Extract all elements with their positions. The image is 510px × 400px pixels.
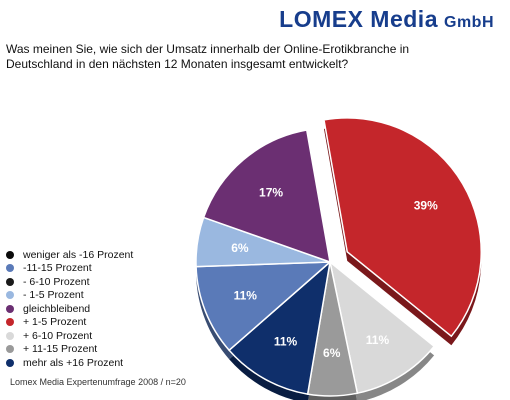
legend-swatch <box>6 345 14 354</box>
pie-slice-label: 6% <box>231 241 249 255</box>
source-note: Lomex Media Expertenumfrage 2008 / n=20 <box>10 377 186 387</box>
legend-swatch <box>6 331 14 340</box>
pie-slice <box>323 117 482 338</box>
brand-name: LOMEX Media <box>279 6 438 32</box>
legend-label: mehr als +16 Prozent <box>23 356 124 369</box>
legend-label: + 11-15 Prozent <box>23 343 98 356</box>
legend-item: gleichbleibend <box>6 302 133 316</box>
legend-swatch <box>6 291 14 300</box>
legend-item: mehr als +16 Prozent <box>6 356 133 370</box>
pie-slice-label: 11% <box>274 335 298 349</box>
legend-item: + 11-15 Prozent <box>6 343 133 357</box>
pie-slice-label: 6% <box>323 346 341 360</box>
legend-swatch <box>6 264 14 273</box>
legend-label: -11-15 Prozent <box>23 262 92 275</box>
legend-label: weniger als -16 Prozent <box>23 248 134 261</box>
legend-swatch <box>6 304 14 313</box>
legend-item: - 6-10 Prozent <box>6 275 133 289</box>
pie-slice <box>195 261 333 352</box>
legend-item: - 1-5 Prozent <box>6 289 133 303</box>
legend-item: weniger als -16 Prozent <box>6 248 133 262</box>
pie-slice-label: 11% <box>234 289 258 303</box>
legend-swatch <box>6 318 14 327</box>
legend-label: - 6-10 Prozent <box>23 275 90 288</box>
legend-label: + 6-10 Prozent <box>23 329 93 342</box>
legend-label: - 1-5 Prozent <box>23 289 84 302</box>
legend-swatch <box>6 358 14 367</box>
pie-slice-label: 11% <box>366 333 390 347</box>
pie-slice <box>202 129 331 264</box>
legend-swatch <box>6 250 14 259</box>
chart-legend: weniger als -16 Prozent -11-15 Prozent - 6… <box>6 248 133 370</box>
legend-label: + 1-5 Prozent <box>23 316 87 329</box>
legend-item: + 1-5 Prozent <box>6 316 133 330</box>
pie-slice-label: 17% <box>259 186 283 200</box>
legend-item: + 6-10 Prozent <box>6 329 133 343</box>
legend-item: -11-15 Prozent <box>6 262 133 276</box>
pie-slice <box>228 260 332 395</box>
survey-question: Was meinen Sie, wie sich der Umsatz inne… <box>6 42 410 71</box>
pie-slice <box>328 260 436 395</box>
pie-slice-label: 39% <box>414 199 438 213</box>
legend-label: gleichbleibend <box>23 302 91 315</box>
brand-logo: LOMEX Media GmbH <box>279 6 494 33</box>
brand-suffix: GmbH <box>444 14 494 31</box>
legend-swatch <box>6 277 14 286</box>
